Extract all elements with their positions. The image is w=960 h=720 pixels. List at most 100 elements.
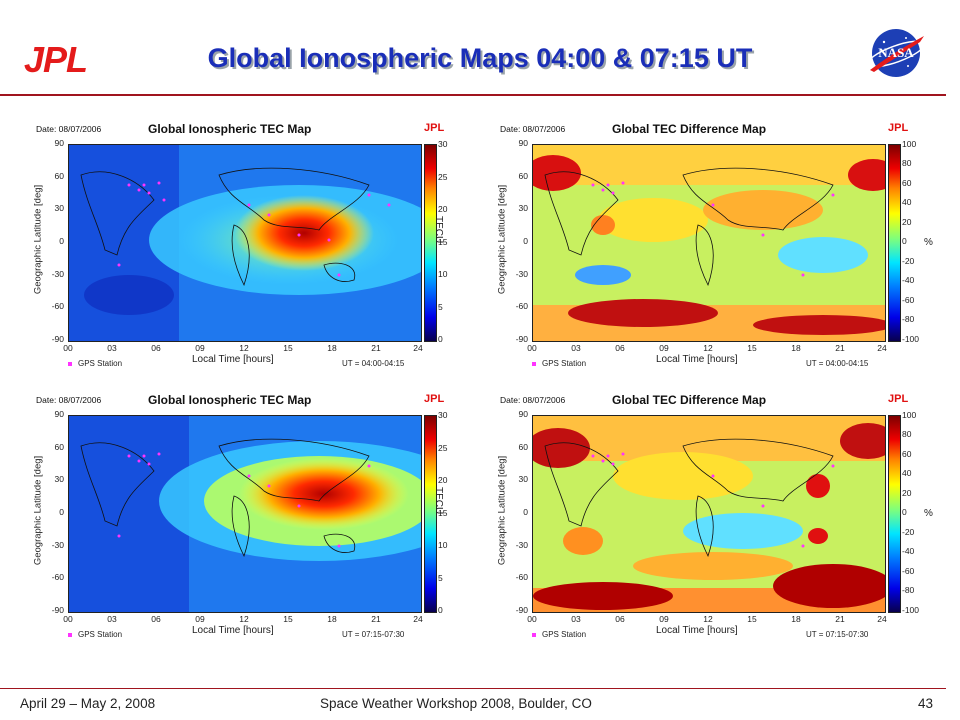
colorbar-tick: 30: [438, 410, 448, 420]
colorbar-tick: 5: [438, 573, 443, 583]
y-tick: -60: [515, 301, 528, 311]
colorbar-tick: 100: [902, 410, 917, 420]
x-tick: 03: [571, 343, 581, 353]
x-tick: 12: [239, 343, 249, 353]
x-tick: 09: [659, 614, 669, 624]
header-divider: [0, 94, 946, 96]
jpl-mark: JPL: [424, 393, 445, 405]
jpl-logo: JPL: [20, 38, 122, 80]
x-tick: 18: [327, 343, 337, 353]
gps-station-marker: [532, 632, 536, 637]
slide-title: Global Ionospheric Maps 04:00 & 07:15 UT: [207, 43, 753, 73]
colorbar-tick: 0: [438, 605, 443, 615]
x-tick: 24: [877, 343, 887, 353]
colorbar-tick: 15: [438, 508, 448, 518]
colorbar-tick: 60: [902, 178, 912, 188]
gps-legend: GPS Station: [532, 359, 586, 368]
colorbar-tick: 20: [902, 488, 912, 498]
gps-station-marker: [68, 361, 72, 366]
colorbar-unit: TECU: [433, 216, 444, 244]
colorbar-tick: -20: [902, 527, 915, 537]
ut-range: UT = 07:15-07:30: [342, 630, 405, 639]
ut-range: UT = 04:00-04:15: [806, 359, 869, 368]
colorbar-unit: TECU: [433, 487, 444, 515]
y-tick: 60: [518, 171, 528, 181]
colorbar-tick: -80: [902, 585, 915, 595]
x-tick: 12: [703, 614, 713, 624]
x-tick: 00: [63, 614, 73, 624]
gps-legend-label: GPS Station: [78, 630, 123, 639]
slide-number: 43: [918, 696, 934, 711]
panel-title: Global TEC Difference Map: [612, 122, 767, 136]
y-tick: 30: [54, 203, 64, 213]
y-tick: 90: [54, 409, 64, 419]
panel-date: Date: 08/07/2006: [500, 124, 566, 134]
x-tick: 03: [571, 614, 581, 624]
x-tick: 21: [371, 343, 381, 353]
ut-range: UT = 04:00-04:15: [342, 359, 405, 368]
x-tick: 24: [413, 343, 423, 353]
x-tick: 15: [283, 343, 293, 353]
x-tick: 12: [239, 614, 249, 624]
x-tick: 18: [791, 343, 801, 353]
diff-map-panel-0400: Date: 08/07/2006 Global TEC Difference M…: [484, 112, 933, 370]
svg-text:JPL: JPL: [24, 39, 87, 80]
colorbar-tick: -100: [902, 334, 920, 344]
x-tick: 15: [747, 614, 757, 624]
colorbar-tick: 10: [438, 269, 448, 279]
colorbar-tick: -40: [902, 275, 915, 285]
gps-legend: GPS Station: [532, 630, 586, 639]
y-tick: 60: [54, 442, 64, 452]
colorbar-tick: 0: [902, 507, 907, 517]
gps-legend: GPS Station: [68, 359, 122, 368]
y-tick: -90: [51, 605, 64, 615]
y-tick: -60: [51, 572, 64, 582]
panel-date: Date: 08/07/2006: [36, 395, 102, 405]
jpl-mark: JPL: [888, 122, 909, 134]
colorbar-tick: 20: [438, 475, 448, 485]
colorbar-tick: 25: [438, 443, 448, 453]
y-tick: -90: [51, 334, 64, 344]
y-tick: 90: [518, 409, 528, 419]
colorbar-tick: 40: [902, 197, 912, 207]
y-tick: 60: [54, 171, 64, 181]
y-tick: -30: [51, 269, 64, 279]
jpl-mark: JPL: [424, 122, 445, 134]
footer-event: Space Weather Workshop 2008, Boulder, CO: [320, 696, 592, 711]
colorbar-tick: 80: [902, 429, 912, 439]
colorbar-tick: 30: [438, 139, 448, 149]
x-tick: 06: [615, 343, 625, 353]
colorbar-tick: -60: [902, 295, 915, 305]
x-axis-label: Local Time [hours]: [192, 625, 274, 636]
panel-title: Global TEC Difference Map: [612, 393, 767, 407]
x-tick: 00: [527, 614, 537, 624]
y-tick: 0: [523, 507, 528, 517]
footer-dates: April 29 – May 2, 2008: [20, 696, 156, 711]
colorbar-tick: 25: [438, 172, 448, 182]
gps-legend-label: GPS Station: [78, 359, 123, 368]
x-tick: 00: [527, 343, 537, 353]
colorbar-tick: -100: [902, 605, 920, 615]
nasa-logo: NASA: [866, 29, 926, 77]
y-tick: 30: [518, 203, 528, 213]
x-tick: 21: [835, 343, 845, 353]
colorbar-tick: 10: [438, 540, 448, 550]
colorbar-tick: 20: [902, 217, 912, 227]
x-tick: 12: [703, 343, 713, 353]
footer-divider: [0, 688, 946, 689]
colorbar-tick: 80: [902, 158, 912, 168]
x-axis-label: Local Time [hours]: [192, 354, 274, 365]
ut-range: UT = 07:15-07:30: [806, 630, 869, 639]
difference-map-image: [532, 144, 886, 342]
gps-station-marker: [532, 361, 536, 366]
colorbar: [888, 415, 901, 613]
y-tick: 0: [59, 507, 64, 517]
tec-map-image: [68, 144, 422, 342]
colorbar-tick: 0: [902, 236, 907, 246]
y-tick: 90: [518, 138, 528, 148]
tec-map-panel-0400: Date: 08/07/2006 Global Ionospheric TEC …: [20, 112, 448, 370]
y-tick: 30: [518, 474, 528, 484]
gps-legend-label: GPS Station: [542, 359, 587, 368]
tec-map-panel-0715: Date: 08/07/2006 Global Ionospheric TEC …: [20, 383, 448, 641]
gps-station-marker: [68, 632, 72, 637]
